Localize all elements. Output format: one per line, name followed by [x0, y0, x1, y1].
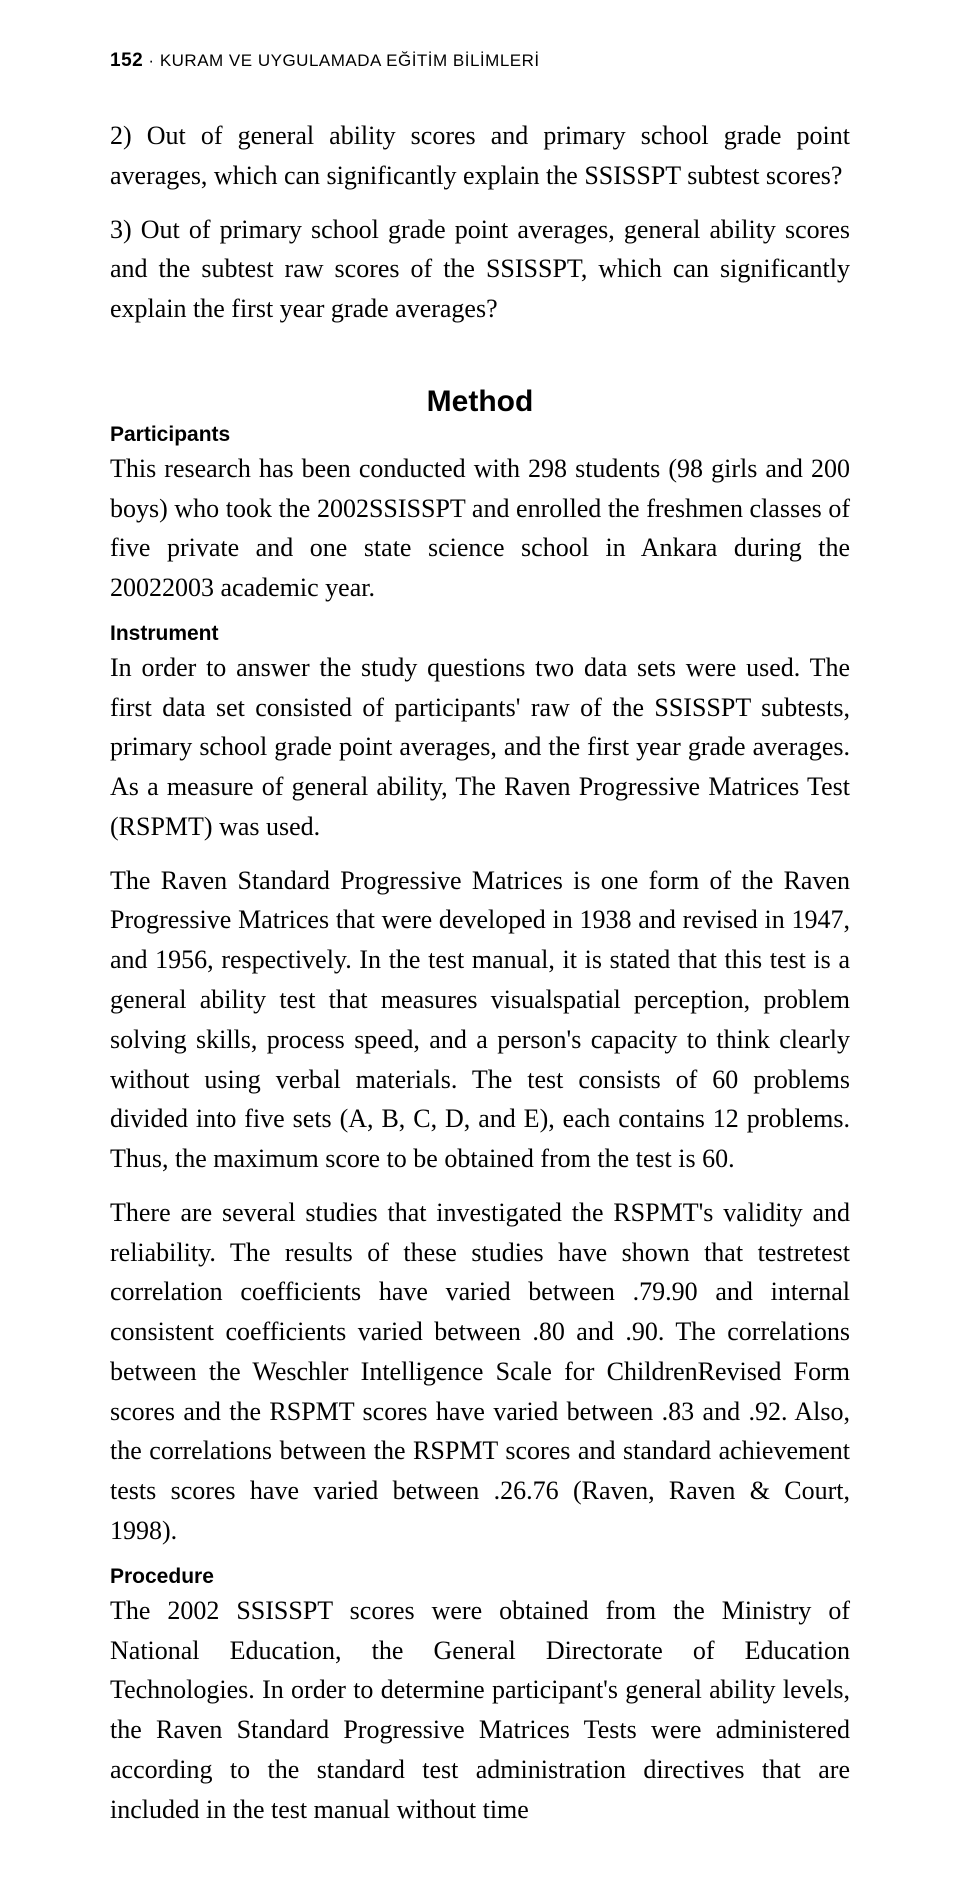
- body-paragraph: 3) Out of primary school grade point ave…: [110, 210, 850, 329]
- subheading-participants: Participants: [110, 423, 850, 447]
- page-number: 152: [110, 50, 143, 71]
- subheading-instrument: Instrument: [110, 622, 850, 646]
- document-page: 152 · KURAM VE UYGULAMADA EĞİTİM BİLİMLE…: [0, 0, 960, 1883]
- instrument-paragraph: The Raven Standard Progressive Matrices …: [110, 861, 850, 1179]
- participants-paragraph: This research has been conducted with 29…: [110, 449, 850, 608]
- procedure-paragraph: The 2002 SSISSPT scores were obtained fr…: [110, 1591, 850, 1830]
- body-paragraph: 2) Out of general ability scores and pri…: [110, 116, 850, 196]
- header-title: KURAM VE UYGULAMADA EĞİTİM BİLİMLERİ: [160, 51, 540, 70]
- header-separator: ·: [143, 51, 160, 70]
- running-header: 152 · KURAM VE UYGULAMADA EĞİTİM BİLİMLE…: [110, 50, 850, 72]
- section-heading-method: Method: [110, 385, 850, 419]
- instrument-paragraph: In order to answer the study questions t…: [110, 648, 850, 847]
- instrument-paragraph: There are several studies that investiga…: [110, 1193, 850, 1551]
- subheading-procedure: Procedure: [110, 1565, 850, 1589]
